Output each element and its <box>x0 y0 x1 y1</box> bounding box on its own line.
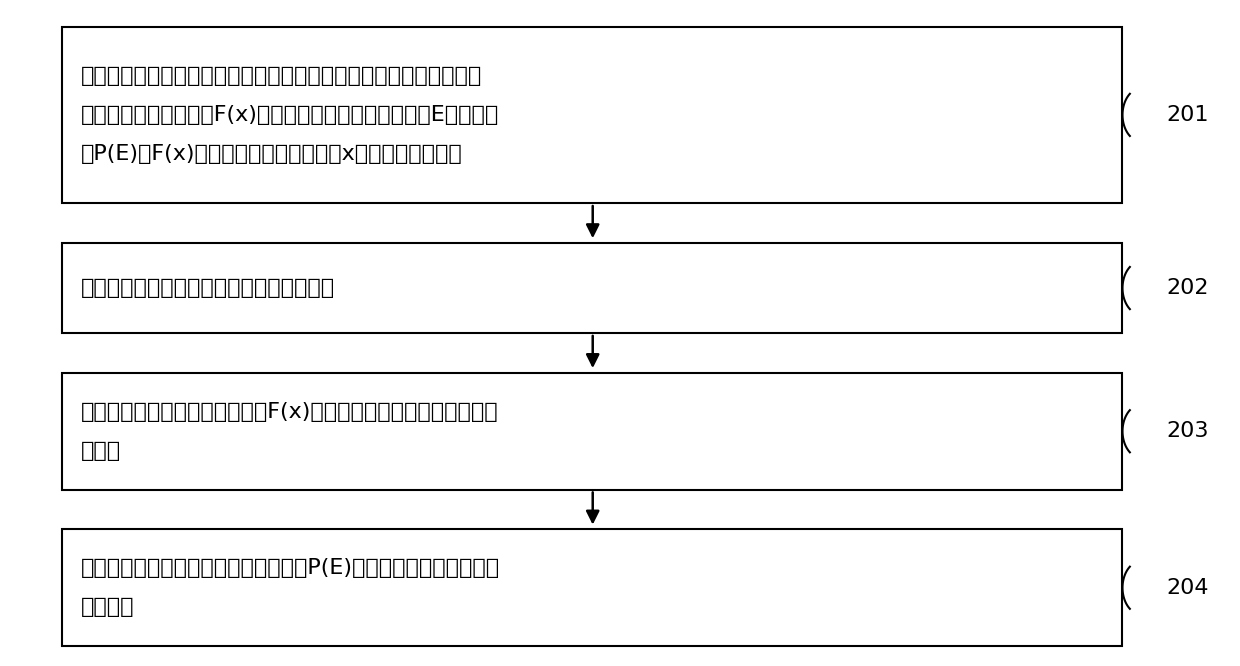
Text: 根据所获取的射频质量参数值及F(x)，确定该终端设备射频通路异常: 根据所获取的射频质量参数值及F(x)，确定该终端设备射频通路异常 <box>81 402 498 422</box>
Bar <box>62 243 1122 333</box>
Text: 接收服务器发送的信息，其中，该信息中携带有用于检测终端设备射: 接收服务器发送的信息，其中，该信息中携带有用于检测终端设备射 <box>81 66 482 87</box>
Bar <box>62 373 1122 490</box>
Text: 率P(E)，F(x)为离散型概率分布函数，x为射频质量参数值: 率P(E)，F(x)为离散型概率分布函数，x为射频质量参数值 <box>81 143 463 164</box>
Text: 的概率: 的概率 <box>81 440 120 461</box>
Text: 203: 203 <box>1167 421 1209 442</box>
Bar <box>62 27 1122 203</box>
Text: 通路异常: 通路异常 <box>81 597 134 617</box>
Text: 频通路是否异常的函数F(x)及终端设备中的射频通路器件E的异常概: 频通路是否异常的函数F(x)及终端设备中的射频通路器件E的异常概 <box>81 105 498 125</box>
Text: 204: 204 <box>1167 577 1209 598</box>
Text: 当该终端设备射频通路异常的概率大于P(E)时，确定该终端设备射频: 当该终端设备射频通路异常的概率大于P(E)时，确定该终端设备射频 <box>81 558 500 579</box>
Bar <box>62 529 1122 646</box>
Text: 201: 201 <box>1167 105 1209 125</box>
Text: 获取终端设备的驻留小区的射频质量参数值: 获取终端设备的驻留小区的射频质量参数值 <box>81 278 335 298</box>
Text: 202: 202 <box>1167 278 1209 298</box>
